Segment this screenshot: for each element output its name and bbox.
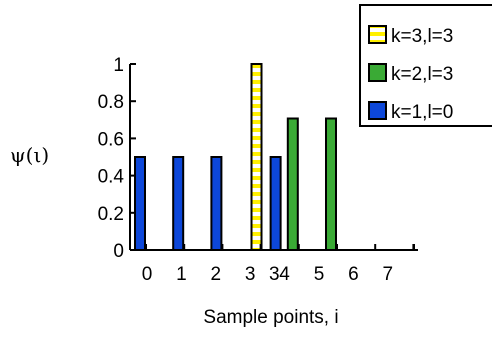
bars-layer: [134, 63, 337, 251]
bar-k-2-l-3-x5: [325, 117, 337, 251]
axes-layer: 00.20.40.60.810 1 2 3 3 4 5 6 7: [98, 55, 418, 285]
bar-k-1-l-0-x3: [269, 156, 282, 251]
x-axis-label: Sample points, i: [203, 307, 338, 328]
legend-swatch: [368, 25, 387, 44]
x-tick-label: 4: [279, 264, 290, 285]
y-tick-label: 0: [113, 241, 124, 262]
x-tick-label: 7: [383, 264, 394, 285]
legend-label: k=3,l=3: [391, 26, 453, 47]
x-tick-label: 3: [245, 264, 256, 285]
legend-label: k=2,l=3: [391, 64, 453, 85]
legend-swatch: [368, 63, 387, 82]
y-axis-label: ψ(ι): [10, 143, 49, 167]
legend: k=3,l=3 k=2,l=3 k=1,l=0: [359, 4, 492, 127]
x-tick-label: 0: [142, 264, 153, 285]
x-tick-label: 5: [314, 264, 325, 285]
legend-label: k=1,l=0: [391, 102, 453, 123]
y-tick-label: 0.4: [98, 167, 125, 188]
y-tick-label: 0.2: [98, 204, 124, 225]
y-tick-label: 0.6: [98, 129, 124, 150]
x-tick-label: 2: [211, 264, 222, 285]
bar-k-3-l-3-x3: [250, 63, 263, 251]
bar-k-1-l-0-x2: [210, 156, 223, 251]
y-tick-label: 0.8: [98, 92, 124, 113]
y-tick-label: 1: [113, 55, 124, 76]
x-tick-label: 6: [348, 264, 359, 285]
x-tick-label: 3: [269, 264, 280, 285]
legend-swatch: [368, 101, 387, 120]
bar-k-1-l-0-x1: [172, 156, 185, 251]
bar-k-1-l-0-x0: [134, 156, 146, 251]
x-tick-label: 1: [176, 264, 187, 285]
bar-k-2-l-3-x4: [286, 117, 299, 251]
